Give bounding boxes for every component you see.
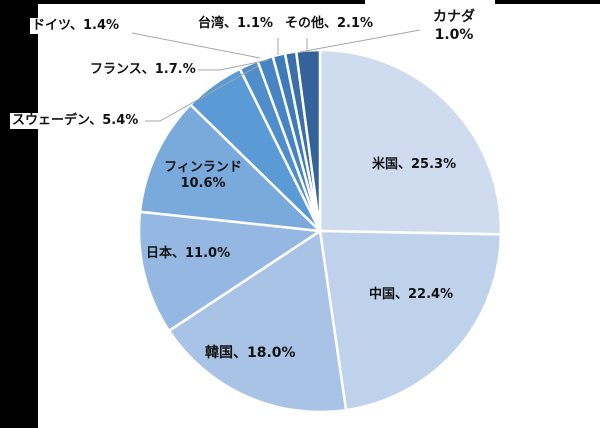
label-finland-value: 10.6% xyxy=(180,176,226,191)
label-france: フランス、1.7.% xyxy=(90,62,196,77)
leader-line-sweden xyxy=(145,65,259,122)
pie-slices xyxy=(137,48,503,414)
background-fill xyxy=(495,4,600,428)
label-canada-value: 1.0% xyxy=(434,27,474,43)
label-korea: 韓国、18.0% xyxy=(205,345,296,361)
pie-slice xyxy=(318,48,503,236)
label-canada: カナダ 1.0% xyxy=(428,8,480,44)
label-us: 米国、25.3% xyxy=(372,157,457,172)
label-taiwan: 台湾、1.1% xyxy=(198,16,274,31)
label-china: 中国、22.4% xyxy=(369,287,454,302)
leader-line-france xyxy=(198,59,269,71)
label-finland-name: フィンランド xyxy=(164,160,242,175)
leader-line-germany xyxy=(131,32,261,59)
leader-lines xyxy=(131,29,421,122)
label-other: その他、2.1% xyxy=(285,16,374,31)
label-sweden: スウェーデン、5.4% xyxy=(10,113,141,129)
background-fill xyxy=(365,0,495,4)
pie-slice xyxy=(318,229,503,412)
leader-line-canada xyxy=(299,29,421,53)
label-finland: フィンランド 10.6% xyxy=(163,160,243,192)
pie-slice xyxy=(137,210,322,333)
label-canada-name: カナダ xyxy=(433,9,475,25)
pie-slice xyxy=(167,229,348,414)
label-japan: 日本、11.0% xyxy=(146,246,231,261)
pie-slice xyxy=(138,103,322,233)
label-germany: ドイツ、1.4% xyxy=(30,18,122,34)
